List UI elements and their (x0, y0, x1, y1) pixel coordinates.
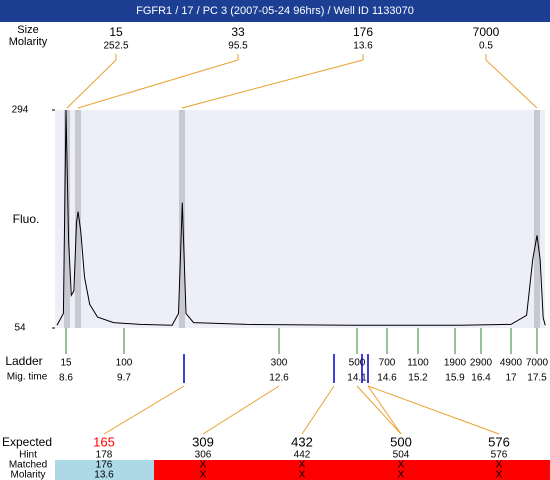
ladder-size: 300 (271, 358, 288, 369)
peak-leader (66, 59, 117, 109)
mig-time-label: Mig. time (7, 372, 48, 383)
peak-molarity: 95.5 (228, 41, 248, 52)
expected-size: 576 (488, 434, 510, 449)
peak-band (534, 110, 540, 328)
peak-band (64, 110, 70, 328)
hint-size: 442 (294, 450, 311, 461)
peak-size: 7000 (473, 25, 500, 39)
ladder-size: 500 (349, 358, 366, 369)
molarity-label: Molarity (9, 36, 48, 48)
matched-size: X (398, 460, 405, 471)
expected-size: 165 (93, 434, 115, 449)
expected-size: 309 (192, 434, 214, 449)
hint-label: Hint (19, 450, 37, 461)
matched-molarity: X (398, 470, 405, 480)
title-bar (0, 0, 550, 22)
matched-molarity: 13.6 (94, 470, 114, 480)
ladder-size: 700 (379, 358, 396, 369)
matched-size: 176 (96, 460, 113, 471)
expected-leader (103, 385, 185, 435)
expected-leader (202, 385, 280, 435)
matched-molarity: X (299, 470, 306, 480)
y-axis-label: Fluo. (13, 212, 40, 226)
plot-area (55, 110, 545, 328)
peak-band (75, 110, 81, 328)
expected-size: 432 (291, 434, 313, 449)
hint-size: 504 (393, 450, 410, 461)
peak-leader (485, 59, 538, 109)
trace (56, 109, 546, 326)
peak-size: 33 (231, 25, 245, 39)
ladder-size: 7000 (526, 358, 549, 369)
ladder-mig-time: 15.9 (445, 373, 465, 384)
matched-molarity: X (496, 470, 503, 480)
expected-leader (301, 385, 335, 435)
peak-leader (77, 59, 239, 109)
expected-leader (356, 385, 402, 435)
ladder-size: 15 (60, 358, 72, 369)
ladder-size: 4900 (500, 358, 523, 369)
hint-size: 306 (195, 450, 212, 461)
hint-size: 576 (491, 450, 508, 461)
matched-molarity: X (200, 470, 207, 480)
y-tick-label: 54 (14, 323, 26, 334)
ladder-mig-time: 14.6 (377, 373, 397, 384)
peak-molarity: 252.5 (103, 41, 128, 52)
matched-size: X (200, 460, 207, 471)
ladder-label: Ladder (5, 354, 42, 368)
molarity-row-label: Molarity (10, 470, 45, 480)
ladder-size: 1900 (444, 358, 467, 369)
ladder-mig-time: 12.6 (269, 373, 289, 384)
ladder-size: 1100 (407, 358, 429, 369)
matched-size: X (299, 460, 306, 471)
peak-size: 15 (109, 25, 123, 39)
ladder-size: 100 (116, 358, 133, 369)
matched-size: X (496, 460, 503, 471)
expected-label: Expected (2, 435, 52, 449)
matched-label: Matched (9, 460, 47, 471)
unmatched-cell (154, 460, 550, 480)
peak-size: 176 (353, 25, 373, 39)
title: FGFR1 / 17 / PC 3 (2007-05-24 96hrs) / W… (136, 5, 414, 17)
ladder-mig-time: 9.7 (117, 373, 131, 384)
peak-molarity: 13.6 (353, 41, 373, 52)
expected-leader (367, 385, 402, 435)
ladder-mig-time: 14.1 (347, 373, 367, 384)
matched-cell (55, 460, 154, 480)
ladder-mig-time: 17.5 (527, 373, 547, 384)
peak-leader (181, 59, 364, 109)
y-tick-label: 294 (12, 105, 29, 116)
hint-size: 178 (96, 450, 113, 461)
size-label: Size (17, 24, 38, 36)
ladder-mig-time: 15.2 (408, 373, 428, 384)
ladder-mig-time: 8.6 (59, 373, 73, 384)
ladder-mig-time: 16.4 (471, 373, 491, 384)
ladder-mig-time: 17 (505, 373, 517, 384)
expected-leader (367, 385, 500, 435)
expected-size: 500 (390, 434, 412, 449)
ladder-size: 2900 (470, 358, 493, 369)
peak-molarity: 0.5 (479, 41, 493, 52)
